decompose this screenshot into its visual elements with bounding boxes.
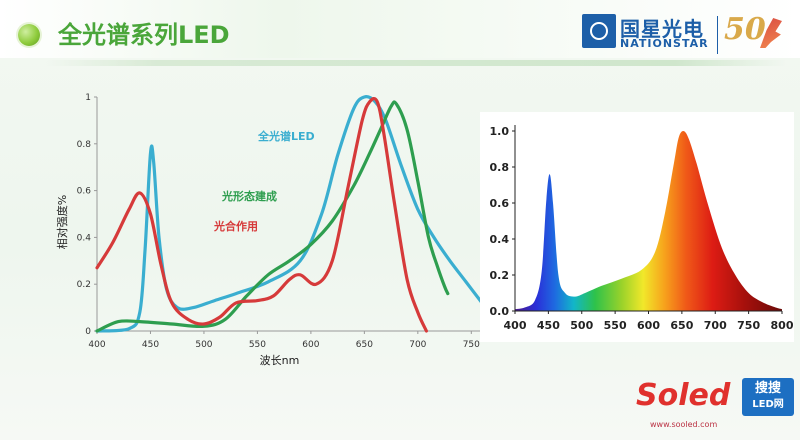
- anniversary-mark: 50: [724, 12, 766, 47]
- left-series-line: [95, 95, 484, 333]
- left-x-tick-label: 500: [195, 340, 212, 350]
- page-title: 全光谱系列LED: [58, 21, 230, 49]
- logo-divider: [717, 16, 718, 54]
- logo-mark-icon: [582, 14, 616, 48]
- left-series-line: [95, 97, 428, 333]
- watermark-url: www.sooled.com: [650, 420, 718, 429]
- left-y-tick-label: 0.6: [77, 187, 92, 197]
- left-y-axis-label: 相对强度%: [55, 195, 69, 249]
- right-x-tick-label: 500: [570, 319, 593, 332]
- right-x-tick-label: 650: [670, 319, 693, 332]
- left-x-tick-label: 450: [142, 340, 159, 350]
- left-x-tick-label: 750: [463, 340, 480, 350]
- watermark-badge-line1: 搜搜: [754, 381, 781, 396]
- right-y-tick-label: 0.8: [490, 161, 510, 174]
- title-band: [0, 0, 800, 58]
- left-chart: 0 0.2 0.4 0.6 0.8 1 400 450 500 550 600 650 700 750 波长…: [55, 93, 484, 367]
- right-y-tick-label: 0.6: [490, 197, 510, 210]
- left-x-tick-label: 650: [356, 340, 373, 350]
- right-y-tick-label: 0.4: [490, 233, 510, 246]
- logo-cn-text: 国星光电: [620, 17, 704, 41]
- spectrum-area: [515, 131, 782, 311]
- title-divider: [46, 60, 786, 66]
- watermark-badge: 搜搜 LED网: [742, 378, 794, 416]
- right-x-tick-label: 750: [737, 319, 760, 332]
- watermark-badge-line2: LED网: [752, 399, 784, 410]
- left-x-axis-label: 波长nm: [260, 354, 300, 367]
- watermark-brand: Soled: [636, 378, 731, 413]
- left-x-tick-label: 700: [409, 340, 426, 350]
- left-x-tick-label: 550: [249, 340, 266, 350]
- left-y-tick-label: 0.8: [77, 140, 92, 150]
- left-y-tick-label: 1: [85, 93, 91, 103]
- left-y-tick-label: 0.4: [77, 233, 92, 243]
- company-logo: 国星光电 NATIONSTAR 50: [582, 12, 792, 60]
- series-annotation: 全光谱LED: [257, 129, 315, 143]
- right-y-tick-label: 1.0: [490, 125, 510, 138]
- left-y-tick-label: 0: [85, 327, 91, 337]
- right-x-tick-label: 400: [504, 319, 527, 332]
- watermark: Soled 搜搜 LED网 www.sooled.com: [610, 368, 796, 434]
- right-y-tick-label: 0.0: [490, 305, 510, 318]
- logo-en-text: NATIONSTAR: [620, 37, 709, 50]
- series-annotation: 光形态建成: [221, 189, 277, 203]
- right-x-tick-label: 450: [537, 319, 560, 332]
- right-x-tick-label: 600: [637, 319, 660, 332]
- left-x-tick-label: 400: [88, 340, 105, 350]
- left-x-tick-label: 600: [302, 340, 319, 350]
- right-x-tick-label: 550: [604, 319, 627, 332]
- bullet-icon: [18, 24, 40, 46]
- left-y-tick-label: 0.2: [77, 280, 91, 290]
- series-annotation: 光合作用: [213, 219, 258, 233]
- right-x-tick-label: 800: [771, 319, 794, 332]
- right-y-tick-label: 0.2: [490, 269, 510, 282]
- right-chart: 0.0 0.2 0.4 0.6 0.8 1.0 400 450 500 550 600 650 700 7…: [480, 112, 794, 342]
- right-x-tick-label: 700: [704, 319, 727, 332]
